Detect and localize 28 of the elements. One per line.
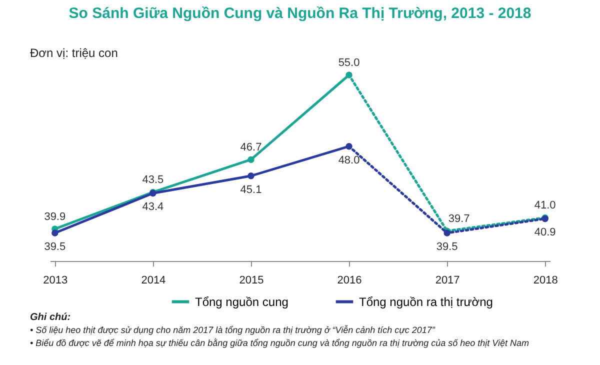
data-label: 48.0 <box>338 154 360 166</box>
point <box>248 172 254 180</box>
data-label: 46.7 <box>240 142 262 154</box>
chart-title: So Sánh Giữa Nguồn Cung và Nguồn Ra Thị Trường, 2013 - 2018 <box>68 5 532 22</box>
data-label: 55.0 <box>338 57 360 69</box>
data-label: 39.7 <box>448 212 470 225</box>
x-tick-label: 2017 <box>435 274 460 286</box>
data-label: 45.1 <box>240 184 262 196</box>
data-label: 43.4 <box>142 201 164 214</box>
data-label: 41.0 <box>534 200 556 212</box>
x-tick-label: 2014 <box>141 274 166 286</box>
data-label: 39.5 <box>436 241 458 253</box>
text: • Biểu đồ được vẽ để minh họa sự thiếu cân bằng giữa tổng nguồn cung và tổng nguồn ra thị trường của số heo thịt Việt Nam <box>30 338 530 348</box>
text: Đơn vị: triệu con <box>30 46 118 60</box>
data-label: 39.5 <box>44 241 66 253</box>
data-label: 39.9 <box>44 210 66 223</box>
text: • Số liệu heo thịt được sử dụng cho năm 2017 là tổng nguồn ra thị trường ở “Viễn cảnh tích cực 2017” <box>30 325 436 335</box>
point <box>52 230 58 236</box>
x-tick-label: 2018 <box>533 274 558 286</box>
legend-label: Tổng nguồn ra thị trường <box>359 294 493 309</box>
legend-label: Tổng nguồn cung <box>195 294 288 309</box>
point <box>248 156 254 163</box>
x-tick-label: 2015 <box>239 274 264 286</box>
data-label: 40.9 <box>534 226 556 239</box>
x-tick-label: 2016 <box>337 274 362 286</box>
x-tick-label: 2013 <box>43 274 68 286</box>
text: Ghi chú: <box>30 312 71 323</box>
data-label: 43.5 <box>142 174 164 186</box>
